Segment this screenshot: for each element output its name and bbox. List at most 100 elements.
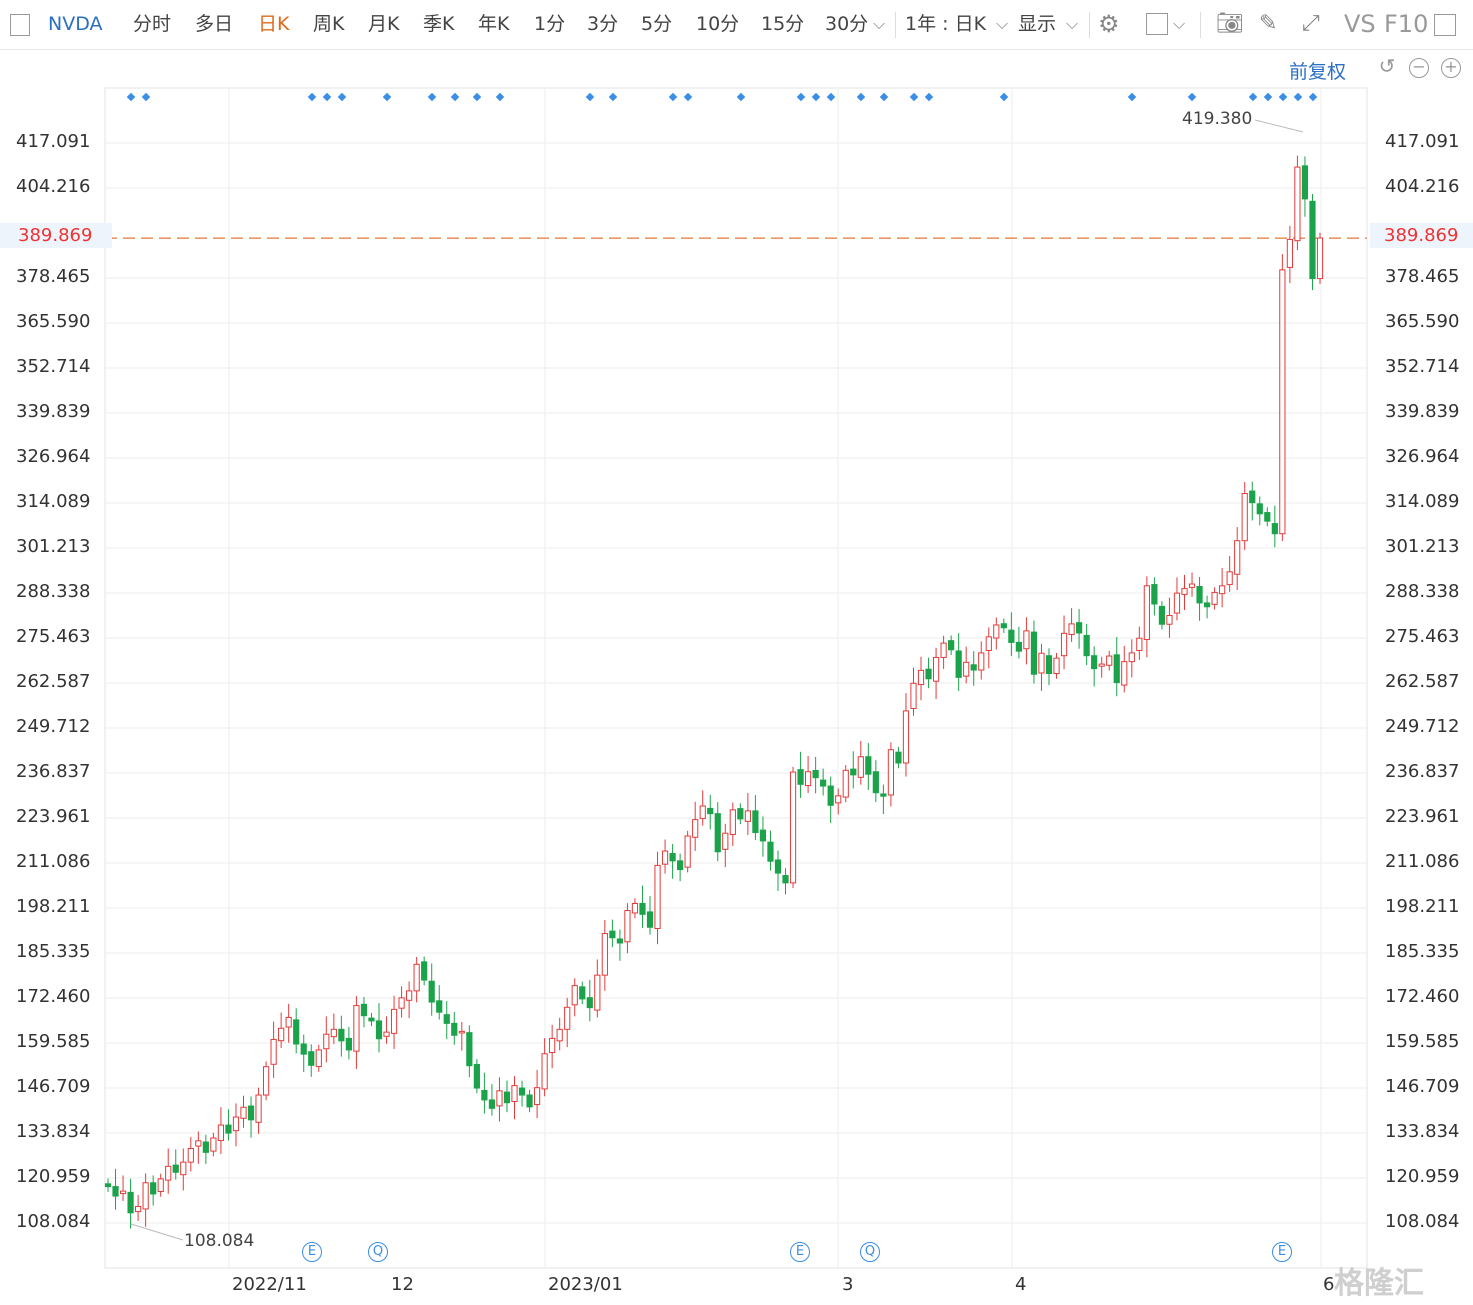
period-tab-multiday[interactable]: 多日 [195,13,234,35]
candle-body [398,997,405,1009]
candle-body [1219,585,1226,595]
y-axis-tick-label: 211.086 [1385,851,1460,872]
candle-body [737,808,744,820]
candle-body [330,1028,337,1038]
sidebar-toggle-icon[interactable] [10,14,30,36]
candle-body [1241,493,1248,542]
signal-diamond-icon [608,92,618,102]
pencil-icon[interactable]: ✎ [1259,11,1278,36]
period-tab-monthly[interactable]: 月K [368,13,400,35]
signal-diamond-icon [909,92,919,102]
chevron-down-icon[interactable]: ⌵ [1066,14,1079,33]
period-tab-10min[interactable]: 10分 [696,13,740,35]
candle-body [1256,503,1263,515]
panel-toggle-icon[interactable] [1434,14,1456,36]
y-axis-tick-label: 133.834 [16,1121,91,1142]
candle-body [872,771,879,794]
candle-body [932,656,940,682]
candle-body [1045,655,1053,675]
candle-body [165,1165,172,1181]
candle-body [157,1178,164,1192]
y-axis-tick-label: 159.585 [16,1031,91,1052]
chevron-down-icon[interactable]: ⌵ [1173,14,1186,33]
signal-diamond-icon [1308,92,1318,102]
candle-body [707,807,714,815]
period-tab-3min[interactable]: 3分 [587,13,619,35]
candle-body [383,1031,390,1037]
earnings-event-marker[interactable]: E [1272,1242,1292,1262]
signal-diamond-icon [1248,92,1258,102]
symbol-label[interactable]: NVDA [48,13,103,35]
candle-body [887,749,895,796]
gear-icon[interactable]: ⚙ [1098,10,1120,38]
candle-body [744,810,751,822]
toolbar-divider [1200,12,1201,38]
quarterly-event-marker[interactable]: Q [368,1242,388,1262]
signal-diamond-icon [1127,92,1137,102]
period-tab-intraday[interactable]: 分时 [133,13,172,35]
candle-body [345,1037,352,1051]
period-tab-1min[interactable]: 1分 [534,13,566,35]
candle-body [669,853,676,862]
candle-body [549,1037,556,1054]
period-tab-5min[interactable]: 5分 [641,13,673,35]
candle-body [150,1182,157,1195]
candle-body [850,768,857,776]
f10-button[interactable]: F10 [1384,10,1429,38]
current-price-label: 389.869 [0,223,112,249]
candle-body [503,1091,511,1104]
max-price-label: 419.380 [1182,109,1253,129]
undo-icon[interactable]: ↺ [1378,54,1396,78]
candle-body [488,1099,496,1109]
period-tab-weekly[interactable]: 周K [313,13,345,35]
period-tab-quarterly[interactable]: 季K [423,13,455,35]
candle-body [910,682,917,709]
candle-body [797,769,804,785]
toolbar-divider [1089,12,1090,38]
fullscreen-icon[interactable]: ⤢ [1302,11,1320,36]
candle-body [1211,591,1218,605]
camera-icon[interactable]: 📷︎ [1216,11,1244,36]
range-select[interactable]: 1年 : 日K [905,13,987,35]
period-tab-15min[interactable]: 15分 [761,13,805,35]
candle-body [496,1090,503,1107]
chevron-down-icon[interactable]: ⌵ [996,14,1009,33]
chevron-down-icon[interactable]: ⌵ [873,14,886,33]
x-axis-label: 12 [391,1274,414,1295]
earnings-event-marker[interactable]: E [790,1242,810,1262]
candle-body [692,819,699,838]
zoom-out-icon[interactable]: − [1409,58,1429,78]
candle-body [865,756,872,775]
quarterly-event-marker[interactable]: Q [860,1242,880,1262]
candle-body [353,1005,360,1052]
period-tab-yearly[interactable]: 年K [478,13,510,35]
candle-body [270,1038,277,1065]
y-axis-tick-label: 301.213 [16,536,91,557]
candle-body [564,1006,571,1030]
y-axis-tick-label: 108.084 [16,1211,91,1232]
y-axis-tick-label: 198.211 [16,896,91,917]
candle-body [202,1141,209,1153]
indicator-box-icon[interactable] [1146,13,1168,35]
candle-body [541,1053,548,1090]
candle-body [1053,657,1060,675]
price-adjustment-toggle[interactable]: 前复权 [1289,61,1347,83]
candle-body [390,1008,398,1034]
y-axis-tick-label: 404.216 [16,175,91,197]
period-tab-30min[interactable]: 30分 [825,13,869,35]
y-axis-tick-label: 288.338 [16,581,91,602]
candle-body [631,902,639,914]
candle-body [119,1190,127,1195]
period-tab-daily[interactable]: 日K [258,13,290,35]
earnings-event-marker[interactable]: E [302,1242,322,1262]
signal-diamond-icon [736,92,746,102]
compare-vs-button[interactable]: VS [1344,10,1376,38]
candle-body [1286,238,1293,268]
candle-body [1316,237,1324,280]
display-select[interactable]: 显示 [1018,13,1057,35]
candle-body [782,875,789,884]
current-price-label: 389.869 [1370,223,1473,249]
y-axis-tick-label: 314.089 [1385,490,1460,512]
zoom-in-icon[interactable]: + [1441,58,1461,78]
